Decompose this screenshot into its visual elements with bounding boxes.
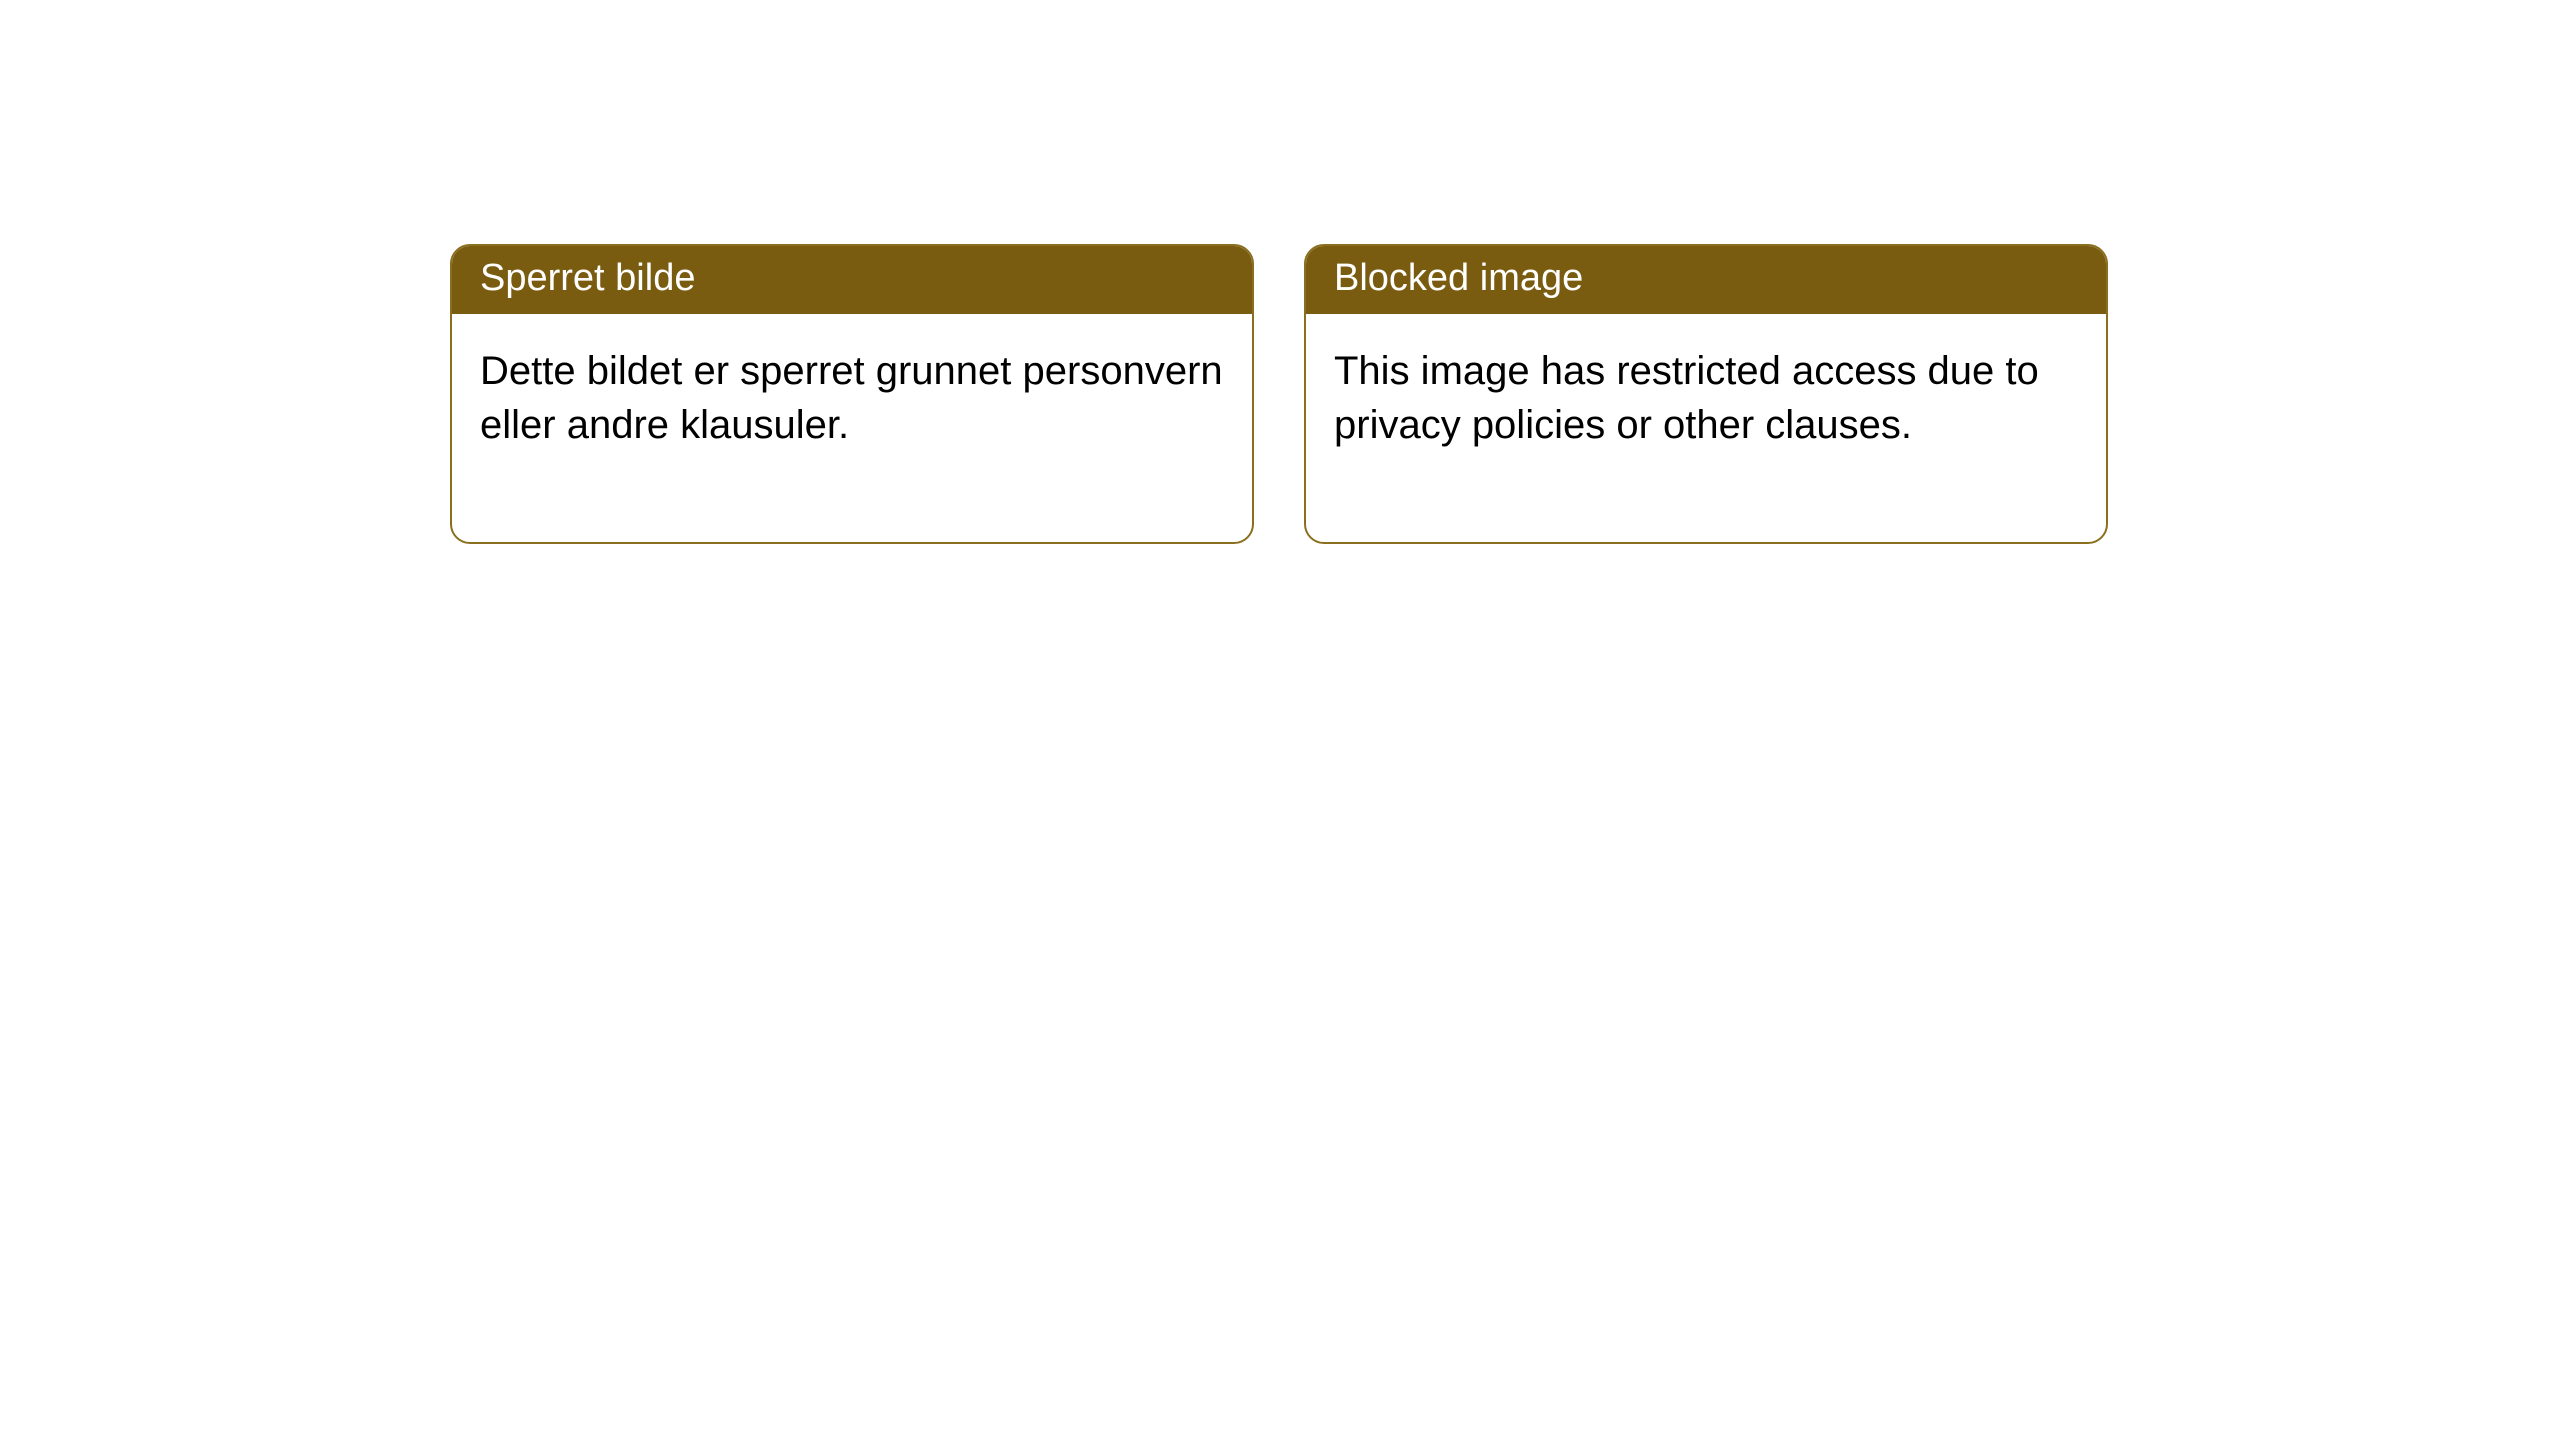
notice-card-title: Sperret bilde xyxy=(452,246,1252,314)
notice-card-body: This image has restricted access due to … xyxy=(1306,314,2106,542)
notice-card-english: Blocked image This image has restricted … xyxy=(1304,244,2108,544)
notice-container: Sperret bilde Dette bildet er sperret gr… xyxy=(450,244,2108,544)
notice-card-title: Blocked image xyxy=(1306,246,2106,314)
notice-card-body: Dette bildet er sperret grunnet personve… xyxy=(452,314,1252,542)
notice-card-norwegian: Sperret bilde Dette bildet er sperret gr… xyxy=(450,244,1254,544)
